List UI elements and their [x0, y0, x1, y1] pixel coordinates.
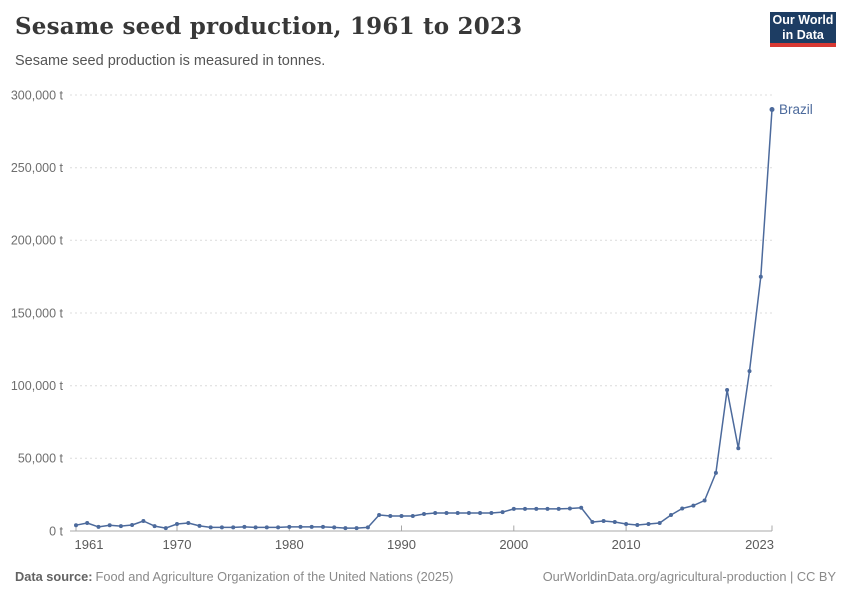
data-point[interactable]	[264, 525, 269, 530]
data-point[interactable]	[354, 526, 359, 531]
data-point[interactable]	[500, 510, 505, 515]
y-axis-tick-label: 100,000 t	[11, 379, 64, 393]
y-axis-tick-label: 300,000 t	[11, 88, 64, 102]
data-point[interactable]	[725, 388, 730, 392]
data-point[interactable]	[287, 524, 292, 529]
x-axis-tick-label: 1961	[75, 537, 104, 552]
data-point[interactable]	[231, 525, 236, 530]
data-point[interactable]	[343, 526, 348, 531]
data-source-label: Data source:	[15, 569, 93, 584]
data-point[interactable]	[713, 470, 718, 475]
data-point[interactable]	[511, 506, 516, 511]
data-point[interactable]	[455, 511, 460, 515]
data-point[interactable]	[646, 522, 651, 526]
data-point[interactable]	[186, 521, 191, 525]
data-point[interactable]	[556, 506, 561, 511]
data-point[interactable]	[466, 511, 471, 515]
data-point[interactable]	[298, 524, 303, 529]
data-point[interactable]	[680, 506, 685, 511]
x-axis-tick-label: 1990	[387, 537, 416, 552]
data-point[interactable]	[253, 525, 258, 530]
owid-logo-line2: in Data	[782, 27, 824, 42]
data-point[interactable]	[624, 522, 629, 526]
data-point[interactable]	[321, 524, 325, 529]
data-point[interactable]	[276, 525, 281, 530]
data-source-text: Food and Agriculture Organization of the…	[95, 569, 454, 584]
data-point[interactable]	[601, 519, 606, 523]
data-point[interactable]	[399, 514, 404, 518]
data-point[interactable]	[489, 511, 494, 515]
data-point[interactable]	[691, 503, 696, 508]
data-point[interactable]	[444, 511, 449, 515]
data-point[interactable]	[758, 274, 763, 279]
data-point[interactable]	[141, 519, 146, 523]
data-point[interactable]	[118, 524, 123, 529]
entity-label[interactable]: Brazil	[779, 102, 813, 117]
data-point[interactable]	[332, 525, 337, 530]
series-line[interactable]	[75, 108, 773, 529]
data-point[interactable]	[657, 521, 662, 525]
owid-logo-line1: Our World	[772, 12, 834, 27]
data-point[interactable]	[219, 525, 224, 530]
data-point[interactable]	[747, 369, 752, 374]
chart-subtitle: Sesame seed production is measured in to…	[15, 53, 326, 69]
data-point[interactable]	[242, 524, 247, 529]
data-point[interactable]	[433, 511, 438, 515]
data-point[interactable]	[736, 446, 741, 451]
x-axis-tick-label: 2010	[612, 537, 641, 552]
data-point[interactable]	[422, 512, 426, 516]
data-point[interactable]	[545, 506, 550, 511]
owid-link[interactable]: OurWorldinData.org/agricultural-producti…	[542, 569, 836, 584]
data-point[interactable]	[579, 505, 584, 510]
data-point[interactable]	[175, 522, 179, 526]
series-brazil[interactable]: Brazil	[74, 102, 813, 531]
data-point[interactable]	[410, 514, 415, 518]
data-source: Data source: Food and Agriculture Organiz…	[15, 569, 453, 584]
data-point[interactable]	[107, 523, 112, 528]
data-point[interactable]	[309, 524, 314, 529]
y-axis-tick-label: 50,000 t	[18, 452, 64, 466]
y-axis-tick-label: 200,000 t	[11, 234, 64, 248]
x-axis-tick-label: 1980	[275, 537, 304, 552]
data-point[interactable]	[478, 511, 483, 515]
data-point[interactable]	[96, 524, 101, 529]
y-axis-tick-label: 150,000 t	[11, 306, 64, 320]
data-point[interactable]	[163, 526, 168, 531]
data-point[interactable]	[365, 525, 370, 530]
data-point[interactable]	[534, 506, 539, 511]
data-point[interactable]	[590, 520, 595, 524]
data-point[interactable]	[669, 513, 673, 517]
y-axis-tick-label: 0 t	[49, 524, 63, 538]
owid-logo[interactable]: Our World in Data	[770, 12, 836, 47]
data-point[interactable]	[85, 521, 90, 525]
x-axis-tick-label: 2023	[745, 537, 774, 552]
data-point[interactable]	[377, 513, 382, 517]
data-point[interactable]	[74, 523, 78, 528]
data-point[interactable]	[523, 506, 527, 511]
data-point[interactable]	[197, 523, 202, 528]
data-point[interactable]	[769, 107, 775, 112]
data-point[interactable]	[208, 525, 213, 530]
x-axis-tick-label: 1970	[163, 537, 192, 552]
y-axis-tick-label: 250,000 t	[11, 161, 64, 175]
data-point[interactable]	[612, 520, 617, 524]
data-point[interactable]	[152, 524, 157, 529]
data-point[interactable]	[702, 498, 707, 503]
data-point[interactable]	[567, 506, 572, 511]
page-title: Sesame seed production, 1961 to 2023	[15, 13, 523, 40]
data-point[interactable]	[635, 523, 640, 527]
data-point[interactable]	[388, 514, 393, 518]
x-axis-tick-label: 2000	[499, 537, 528, 552]
data-point[interactable]	[130, 523, 135, 527]
